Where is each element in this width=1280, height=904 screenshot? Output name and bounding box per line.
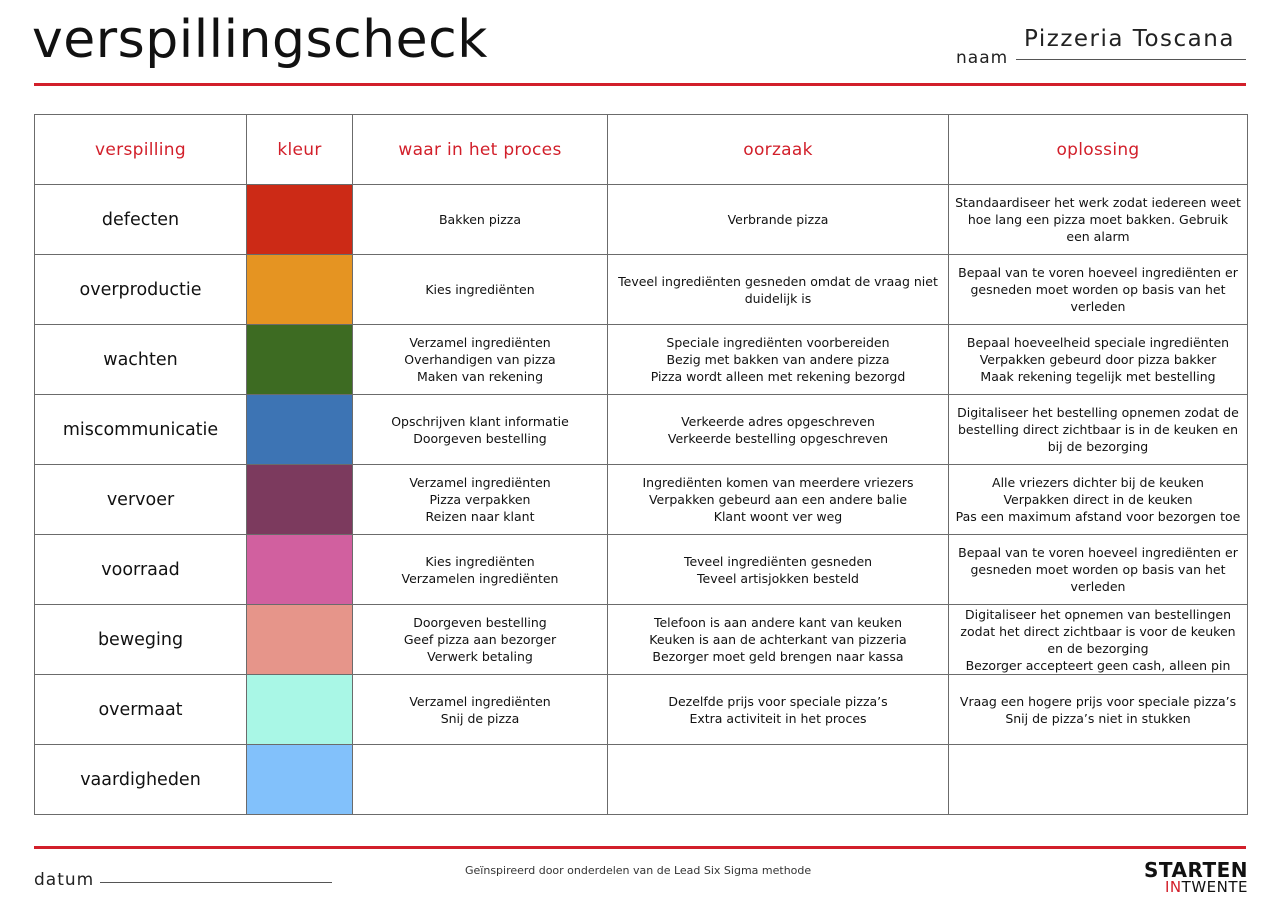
process-cell: Verzamel ingrediënten Overhandigen van p… bbox=[352, 324, 608, 395]
waste-name: vaardigheden bbox=[34, 744, 247, 815]
cause-cell: Telefoon is aan andere kant van keuken K… bbox=[607, 604, 949, 675]
header-cause: oorzaak bbox=[607, 114, 949, 185]
waste-name: beweging bbox=[34, 604, 247, 675]
process-cell: Bakken pizza bbox=[352, 184, 608, 255]
waste-name: vervoer bbox=[34, 464, 247, 535]
cause-cell: Ingrediënten komen van meerdere vriezers… bbox=[607, 464, 949, 535]
process-cell: Opschrijven klant informatie Doorgeven b… bbox=[352, 394, 608, 465]
table-row: overmaat Verzamel ingrediënten Snij de p… bbox=[34, 674, 1248, 745]
color-swatch bbox=[246, 184, 353, 255]
name-label: naam bbox=[956, 48, 1009, 68]
process-cell bbox=[352, 744, 608, 815]
bottom-divider bbox=[34, 846, 1246, 849]
table-row: voorraad Kies ingrediënten Verzamelen in… bbox=[34, 534, 1248, 605]
solution-cell: Digitaliseer het opnemen van bestellinge… bbox=[948, 604, 1248, 675]
logo-bottom-text: INTWENTE bbox=[1138, 880, 1248, 895]
color-swatch bbox=[246, 674, 353, 745]
table-row: vaardigheden bbox=[34, 744, 1248, 815]
table-row: defecten Bakken pizza Verbrande pizza St… bbox=[34, 184, 1248, 255]
name-value: Pizzeria Toscana bbox=[1024, 26, 1235, 52]
table-row: beweging Doorgeven bestelling Geef pizza… bbox=[34, 604, 1248, 675]
process-cell: Verzamel ingrediënten Snij de pizza bbox=[352, 674, 608, 745]
table-row: wachten Verzamel ingrediënten Overhandig… bbox=[34, 324, 1248, 395]
table-row: miscommunicatie Opschrijven klant inform… bbox=[34, 394, 1248, 465]
date-field: datum bbox=[34, 868, 334, 894]
waste-name: overmaat bbox=[34, 674, 247, 745]
solution-cell: Digitaliseer het bestelling opnemen zoda… bbox=[948, 394, 1248, 465]
color-swatch bbox=[246, 394, 353, 465]
solution-cell: Bepaal hoeveelheid speciale ingrediënten… bbox=[948, 324, 1248, 395]
header-process: waar in het proces bbox=[352, 114, 608, 185]
logo-top-text: STARTEN bbox=[1143, 858, 1248, 882]
top-divider bbox=[34, 83, 1246, 86]
footer-note: Geïnspireerd door onderdelen van de Lead… bbox=[465, 864, 812, 877]
waste-name: overproductie bbox=[34, 254, 247, 325]
process-cell: Kies ingrediënten Verzamelen ingrediënte… bbox=[352, 534, 608, 605]
cause-cell: Verkeerde adres opgeschreven Verkeerde b… bbox=[607, 394, 949, 465]
starten-in-twente-logo: STARTEN INTWENTE bbox=[1138, 860, 1248, 895]
waste-name: voorraad bbox=[34, 534, 247, 605]
table-row: vervoer Verzamel ingrediënten Pizza verp… bbox=[34, 464, 1248, 535]
waste-table: verspilling kleur waar in het proces oor… bbox=[34, 114, 1248, 815]
logo-twente-text: TWENTE bbox=[1181, 878, 1248, 896]
waste-name: defecten bbox=[34, 184, 247, 255]
cause-cell: Teveel ingrediënten gesneden Teveel arti… bbox=[607, 534, 949, 605]
cause-cell bbox=[607, 744, 949, 815]
solution-cell bbox=[948, 744, 1248, 815]
waste-name: miscommunicatie bbox=[34, 394, 247, 465]
date-label: datum bbox=[34, 870, 95, 890]
color-swatch bbox=[246, 254, 353, 325]
table-row: overproductie Kies ingrediënten Teveel i… bbox=[34, 254, 1248, 325]
logo-in-text: IN bbox=[1165, 878, 1182, 896]
solution-cell: Alle vriezers dichter bij de keuken Verp… bbox=[948, 464, 1248, 535]
cause-cell: Teveel ingrediënten gesneden omdat de vr… bbox=[607, 254, 949, 325]
solution-cell: Bepaal van te voren hoeveel ingrediënten… bbox=[948, 254, 1248, 325]
solution-cell: Bepaal van te voren hoeveel ingrediënten… bbox=[948, 534, 1248, 605]
cause-cell: Speciale ingrediënten voorbereiden Bezig… bbox=[607, 324, 949, 395]
page-title: verspillingscheck bbox=[32, 10, 488, 70]
header-waste: verspilling bbox=[34, 114, 247, 185]
process-cell: Kies ingrediënten bbox=[352, 254, 608, 325]
header-color: kleur bbox=[246, 114, 353, 185]
process-cell: Doorgeven bestelling Geef pizza aan bezo… bbox=[352, 604, 608, 675]
solution-cell: Vraag een hogere prijs voor speciale piz… bbox=[948, 674, 1248, 745]
color-swatch bbox=[246, 744, 353, 815]
date-underline bbox=[100, 882, 332, 883]
solution-cell: Standaardiseer het werk zodat iedereen w… bbox=[948, 184, 1248, 255]
color-swatch bbox=[246, 534, 353, 605]
color-swatch bbox=[246, 464, 353, 535]
process-cell: Verzamel ingrediënten Pizza verpakken Re… bbox=[352, 464, 608, 535]
name-underline bbox=[1016, 59, 1246, 60]
color-swatch bbox=[246, 324, 353, 395]
header-solution: oplossing bbox=[948, 114, 1248, 185]
cause-cell: Dezelfde prijs voor speciale pizza’s Ext… bbox=[607, 674, 949, 745]
waste-name: wachten bbox=[34, 324, 247, 395]
cause-cell: Verbrande pizza bbox=[607, 184, 949, 255]
name-field: naam Pizzeria Toscana bbox=[956, 24, 1246, 68]
table-header-row: verspilling kleur waar in het proces oor… bbox=[34, 114, 1248, 185]
color-swatch bbox=[246, 604, 353, 675]
